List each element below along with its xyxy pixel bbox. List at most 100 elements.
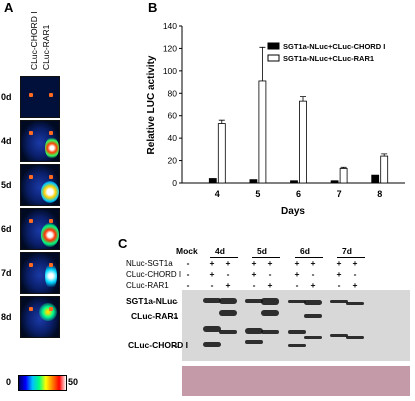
- ponceau-stain-strip: [182, 366, 410, 396]
- blot-band: [330, 334, 348, 337]
- luminescence-spot: [41, 223, 59, 247]
- luminescence-spot: [45, 263, 57, 289]
- blot-band: [288, 344, 306, 347]
- construct-sign: +: [336, 258, 342, 268]
- infiltration-marker: [49, 307, 53, 311]
- blot-band: [288, 300, 306, 303]
- band-label-sgt1a: SGT1a-NLuc: [126, 296, 178, 306]
- bar-chord-day-5: [249, 179, 258, 184]
- blot-band: [261, 310, 279, 316]
- construct-sign: -: [337, 280, 341, 290]
- infiltration-marker: [29, 219, 33, 223]
- infiltration-marker: [29, 175, 33, 179]
- leaf-image-6d: [20, 208, 60, 250]
- blot-band: [245, 299, 263, 303]
- construct-sign: -: [186, 258, 190, 268]
- day-label-7d: 7d: [1, 268, 12, 278]
- panel-a-col-chord: CLuc-CHORD I: [29, 11, 39, 70]
- band-arrow-sgt1a: →: [171, 296, 180, 306]
- blot-band: [304, 314, 322, 318]
- blot-band: [288, 330, 306, 334]
- blot-band: [304, 336, 322, 339]
- day-label-5d: 5d: [1, 180, 12, 190]
- blot-band: [245, 340, 263, 344]
- blot-day-header-6d: 6d: [300, 246, 310, 256]
- construct-sign: +: [294, 269, 300, 279]
- bar-rar1-day-6: [299, 100, 307, 184]
- blot-band: [330, 300, 348, 303]
- leaf-image-0d: [20, 76, 60, 118]
- error-bar: [300, 96, 306, 102]
- construct-sign: +: [294, 258, 300, 268]
- y-tick-label: 120: [163, 43, 177, 53]
- infiltration-marker: [29, 263, 33, 267]
- panel-c-letter: C: [118, 236, 128, 251]
- construct-row-label: CLuc-CHORD I: [126, 270, 182, 279]
- band-arrow-chord: →: [171, 340, 180, 350]
- construct-sign: +: [310, 280, 316, 290]
- band-label-rar1: CLuc-RAR1: [131, 311, 179, 321]
- x-axis-label: Days: [281, 206, 305, 217]
- x-tick-label: 8: [377, 189, 382, 199]
- bar-rar1-day-5: [258, 80, 267, 184]
- x-tick-label: 6: [296, 189, 301, 199]
- day-underline: [210, 257, 238, 258]
- construct-sign: +: [336, 269, 342, 279]
- mock-header: Mock: [176, 246, 198, 256]
- infiltration-marker: [49, 93, 53, 97]
- luminescence-spot: [45, 137, 59, 159]
- day-label-0d: 0d: [1, 92, 12, 102]
- construct-sign: -: [311, 269, 315, 279]
- construct-sign: +: [352, 258, 358, 268]
- blot-band: [219, 330, 237, 334]
- construct-sign: -: [210, 280, 214, 290]
- y-tick-label: 100: [163, 66, 177, 76]
- legend-label-rar1: SGT1a-NLuc+CLuc-RAR1: [283, 54, 374, 63]
- infiltration-marker: [49, 263, 53, 267]
- panel-a-letter: A: [4, 0, 14, 15]
- bar-rar1-day-7: [339, 168, 348, 184]
- day-underline: [252, 257, 280, 258]
- legend-label-chord: SGT1a-NLuc+CLuc-CHORD I: [283, 42, 385, 51]
- luminescence-spot: [39, 303, 57, 321]
- error-bar: [259, 46, 266, 81]
- legend-swatch-rar1: [267, 54, 280, 62]
- panel-b-letter: B: [148, 0, 158, 15]
- leaf-image-4d: [20, 120, 60, 162]
- y-tick-label: 60: [168, 111, 178, 121]
- blot-band: [261, 298, 279, 305]
- blot-day-header-7d: 7d: [342, 246, 352, 256]
- bar-chord-day-6: [290, 180, 298, 184]
- construct-sign: -: [353, 269, 357, 279]
- infiltration-marker: [29, 307, 33, 311]
- infiltration-marker: [49, 175, 53, 179]
- construct-sign: -: [295, 280, 299, 290]
- construct-sign: +: [251, 269, 257, 279]
- day-underline: [337, 257, 365, 258]
- blot-band: [203, 326, 221, 332]
- day-label-4d: 4d: [1, 136, 12, 146]
- construct-sign: +: [209, 269, 215, 279]
- construct-sign: +: [352, 280, 358, 290]
- scale-max-label: 50: [68, 377, 79, 387]
- x-tick-label: 4: [215, 189, 220, 199]
- bar-chord-day-7: [330, 180, 339, 184]
- construct-sign: -: [268, 269, 272, 279]
- leaf-image-8d: [20, 296, 60, 338]
- y-tick-label: 0: [172, 178, 177, 188]
- infiltration-marker: [49, 219, 53, 223]
- construct-row-label: CLuc-RAR1: [126, 281, 169, 290]
- blot-band: [304, 300, 322, 305]
- construct-sign: -: [226, 269, 230, 279]
- day-underline: [295, 257, 323, 258]
- luminescence-spot: [41, 181, 59, 203]
- error-bar: [340, 166, 347, 169]
- error-bar: [218, 119, 225, 124]
- band-arrow-rar1: →: [171, 311, 180, 321]
- luc-activity-chart: 0 20 40 60 80 100 120 140 4 5 6 7 8 Days Relative L…: [146, 21, 405, 217]
- day-label-6d: 6d: [1, 224, 12, 234]
- blot-band: [261, 330, 279, 334]
- construct-sign: -: [186, 280, 190, 290]
- blot-band: [245, 328, 263, 334]
- band-label-chord: CLuc-CHORD I: [128, 340, 188, 350]
